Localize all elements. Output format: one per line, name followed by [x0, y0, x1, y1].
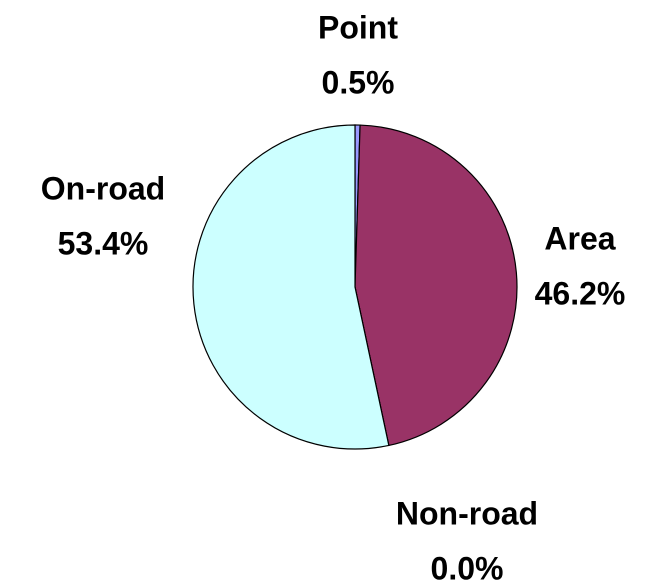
slice-value-label: 53.4%: [58, 225, 149, 261]
pie-slice: [192, 124, 390, 450]
pie-slice: [354, 124, 518, 447]
slice-label: Point: [318, 9, 398, 45]
slice-value-label: 0.5%: [322, 64, 395, 100]
slice-label: Area: [544, 220, 615, 256]
slice-label: Non-road: [396, 495, 538, 531]
slice-value-label: 46.2%: [535, 275, 626, 311]
slice-label: On-road: [41, 170, 165, 206]
slice-value-label: 0.0%: [431, 550, 504, 586]
